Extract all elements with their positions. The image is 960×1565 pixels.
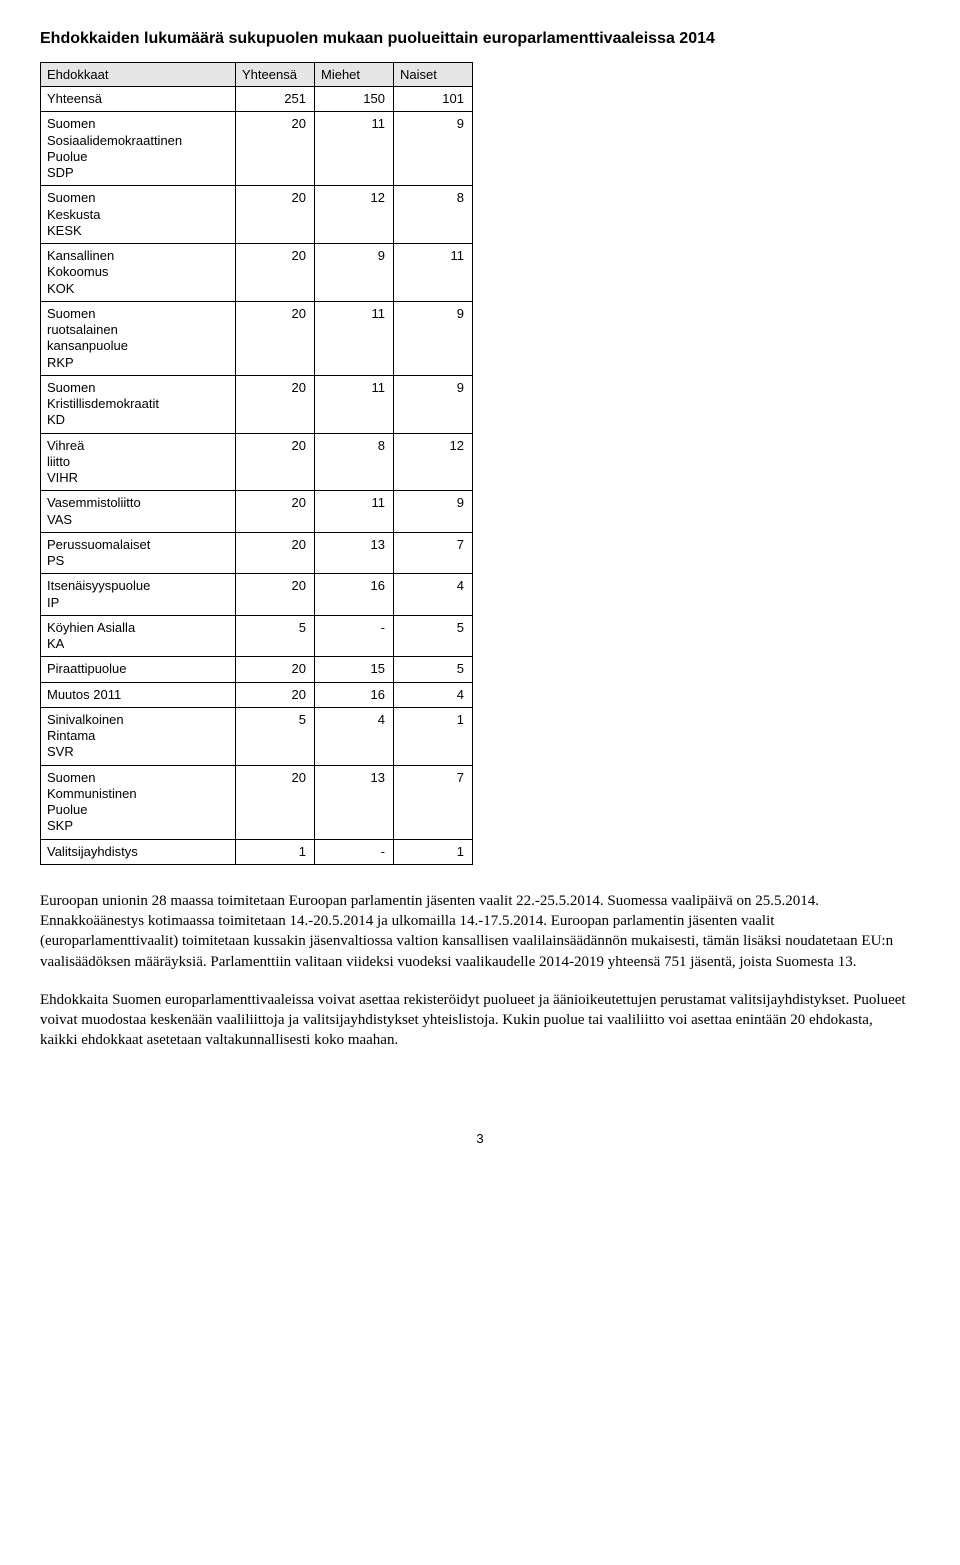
cell-value: 5 <box>394 657 473 682</box>
row-label: Yhteensä <box>41 87 236 112</box>
cell-value: 8 <box>394 186 473 244</box>
row-label: SuomenSosiaalidemokraattinenPuolueSDP <box>41 112 236 186</box>
table-row: SuomenKristillisdemokraatitKD20119 <box>41 375 473 433</box>
cell-value: 13 <box>315 532 394 574</box>
table-row: Yhteensä251150101 <box>41 87 473 112</box>
cell-value: 9 <box>394 112 473 186</box>
table-header-row: Ehdokkaat Yhteensä Miehet Naiset <box>41 63 473 87</box>
row-label: PerussuomalaisetPS <box>41 532 236 574</box>
col-naiset: Naiset <box>394 63 473 87</box>
page-number: 3 <box>40 1131 920 1146</box>
cell-value: 1 <box>236 839 315 864</box>
cell-value: 20 <box>236 765 315 839</box>
row-label: ItsenäisyyspuolueIP <box>41 574 236 616</box>
cell-value: 11 <box>315 491 394 533</box>
cell-value: 150 <box>315 87 394 112</box>
cell-value: 11 <box>394 244 473 302</box>
row-label: SuomenKommunistinenPuolueSKP <box>41 765 236 839</box>
table-row: ItsenäisyyspuolueIP20164 <box>41 574 473 616</box>
table-row: Muutos 201120164 <box>41 682 473 707</box>
table-row: PerussuomalaisetPS20137 <box>41 532 473 574</box>
table-row: SuomenruotsalainenkansanpuolueRKP20119 <box>41 301 473 375</box>
cell-value: 251 <box>236 87 315 112</box>
cell-value: 20 <box>236 186 315 244</box>
cell-value: 11 <box>315 301 394 375</box>
cell-value: 20 <box>236 375 315 433</box>
row-label: SuomenKeskustaKESK <box>41 186 236 244</box>
row-label: VasemmistoliittoVAS <box>41 491 236 533</box>
table-row: SuomenSosiaalidemokraattinenPuolueSDP201… <box>41 112 473 186</box>
cell-value: 20 <box>236 574 315 616</box>
cell-value: 5 <box>394 615 473 657</box>
row-label: Piraattipuolue <box>41 657 236 682</box>
table-row: VihreäliittoVIHR20812 <box>41 433 473 491</box>
cell-value: 12 <box>394 433 473 491</box>
table-row: Köyhien AsiallaKA5-5 <box>41 615 473 657</box>
row-label: Muutos 2011 <box>41 682 236 707</box>
table-row: SuomenKeskustaKESK20128 <box>41 186 473 244</box>
cell-value: 20 <box>236 301 315 375</box>
body-paragraph-1: Euroopan unionin 28 maassa toimitetaan E… <box>40 891 910 972</box>
cell-value: 20 <box>236 433 315 491</box>
cell-value: 5 <box>236 707 315 765</box>
cell-value: 4 <box>315 707 394 765</box>
cell-value: 101 <box>394 87 473 112</box>
cell-value: 15 <box>315 657 394 682</box>
cell-value: 5 <box>236 615 315 657</box>
page-title: Ehdokkaiden lukumäärä sukupuolen mukaan … <box>40 30 920 48</box>
row-label: SuomenruotsalainenkansanpuolueRKP <box>41 301 236 375</box>
cell-value: 7 <box>394 765 473 839</box>
col-miehet: Miehet <box>315 63 394 87</box>
cell-value: 11 <box>315 375 394 433</box>
row-label: SinivalkoinenRintamaSVR <box>41 707 236 765</box>
cell-value: 9 <box>394 375 473 433</box>
table-row: KansallinenKokoomusKOK20911 <box>41 244 473 302</box>
col-ehdokkaat: Ehdokkaat <box>41 63 236 87</box>
cell-value: 4 <box>394 574 473 616</box>
row-label: SuomenKristillisdemokraatitKD <box>41 375 236 433</box>
cell-value: 1 <box>394 839 473 864</box>
cell-value: 4 <box>394 682 473 707</box>
cell-value: 12 <box>315 186 394 244</box>
row-label: VihreäliittoVIHR <box>41 433 236 491</box>
cell-value: - <box>315 839 394 864</box>
cell-value: 9 <box>315 244 394 302</box>
cell-value: 8 <box>315 433 394 491</box>
table-row: SinivalkoinenRintamaSVR541 <box>41 707 473 765</box>
col-yhteensa: Yhteensä <box>236 63 315 87</box>
table-row: VasemmistoliittoVAS20119 <box>41 491 473 533</box>
cell-value: 9 <box>394 301 473 375</box>
cell-value: 11 <box>315 112 394 186</box>
cell-value: 16 <box>315 682 394 707</box>
table-row: Valitsijayhdistys1-1 <box>41 839 473 864</box>
row-label: Köyhien AsiallaKA <box>41 615 236 657</box>
cell-value: - <box>315 615 394 657</box>
cell-value: 20 <box>236 244 315 302</box>
cell-value: 20 <box>236 491 315 533</box>
cell-value: 7 <box>394 532 473 574</box>
cell-value: 20 <box>236 112 315 186</box>
row-label: KansallinenKokoomusKOK <box>41 244 236 302</box>
cell-value: 20 <box>236 657 315 682</box>
cell-value: 16 <box>315 574 394 616</box>
row-label: Valitsijayhdistys <box>41 839 236 864</box>
cell-value: 20 <box>236 532 315 574</box>
table-row: SuomenKommunistinenPuolueSKP20137 <box>41 765 473 839</box>
table-row: Piraattipuolue20155 <box>41 657 473 682</box>
cell-value: 1 <box>394 707 473 765</box>
candidates-table: Ehdokkaat Yhteensä Miehet Naiset Yhteens… <box>40 62 473 865</box>
cell-value: 20 <box>236 682 315 707</box>
body-paragraph-2: Ehdokkaita Suomen europarlamenttivaaleis… <box>40 990 910 1051</box>
cell-value: 9 <box>394 491 473 533</box>
cell-value: 13 <box>315 765 394 839</box>
